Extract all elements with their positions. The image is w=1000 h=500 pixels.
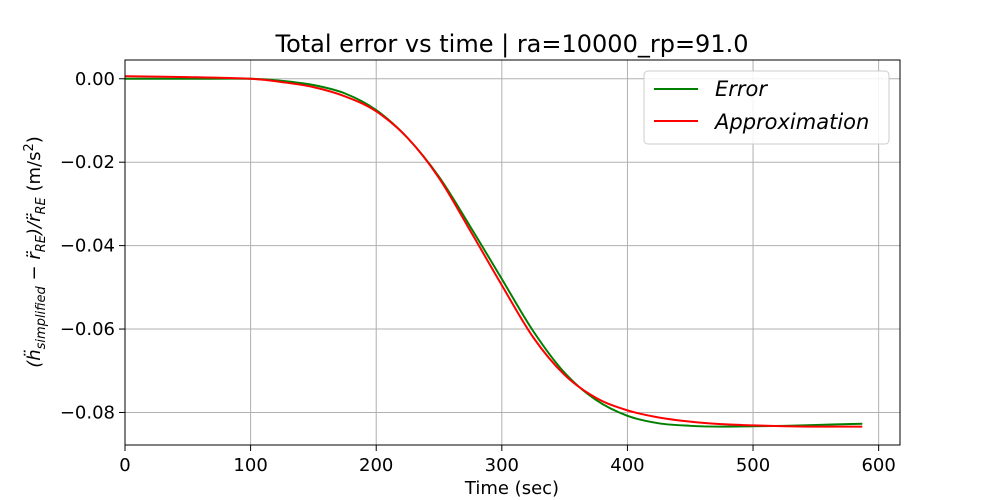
y-tick-label: −0.04 (60, 236, 115, 257)
y-label-part: − r̈ (24, 251, 45, 287)
x-tick-label: 500 (736, 455, 770, 476)
y-axis: 0.00 −0.02 −0.04 −0.06 −0.08 (60, 69, 125, 423)
y-label-sub: simplified (34, 285, 49, 349)
x-axis: 0 100 200 300 400 500 600 (119, 445, 896, 476)
x-tick-label: 100 (233, 455, 267, 476)
y-label-unit: (m/s (24, 152, 45, 198)
legend: Error Approximation (643, 70, 890, 145)
x-axis-label: Time (sec) (464, 478, 559, 499)
series-line-error (125, 77, 863, 428)
x-tick-label: 600 (861, 455, 895, 476)
y-label-unit: ) (24, 136, 45, 143)
x-tick-label: 0 (119, 455, 130, 476)
y-tick-label: −0.06 (60, 319, 115, 340)
y-tick-label: 0.00 (75, 69, 115, 90)
plot-frame (124, 59, 901, 446)
y-label-sub: RE (34, 196, 49, 214)
legend-label-approximation: Approximation (713, 110, 869, 134)
series-lines (124, 75, 863, 428)
y-label-part: (ḧ (24, 349, 45, 367)
y-label-sub: RE (34, 234, 49, 252)
legend-label-error: Error (715, 77, 768, 101)
x-tick-label: 200 (359, 455, 393, 476)
legend-box (643, 70, 890, 145)
y-tick-label: −0.02 (60, 152, 115, 173)
x-tick-label: 400 (610, 455, 644, 476)
series-line-approximation (124, 75, 863, 428)
chart-title: Total error vs time | ra=10000_rp=91.0 (275, 30, 749, 58)
y-label-sup: 2 (22, 143, 37, 151)
y-axis-label: (ḧsimplified − r̈RE)/r̈RE (m/s2) (22, 136, 49, 368)
x-tick-label: 300 (485, 455, 519, 476)
y-tick-label: −0.08 (60, 402, 115, 423)
y-label-part: )/r̈ (24, 213, 45, 237)
